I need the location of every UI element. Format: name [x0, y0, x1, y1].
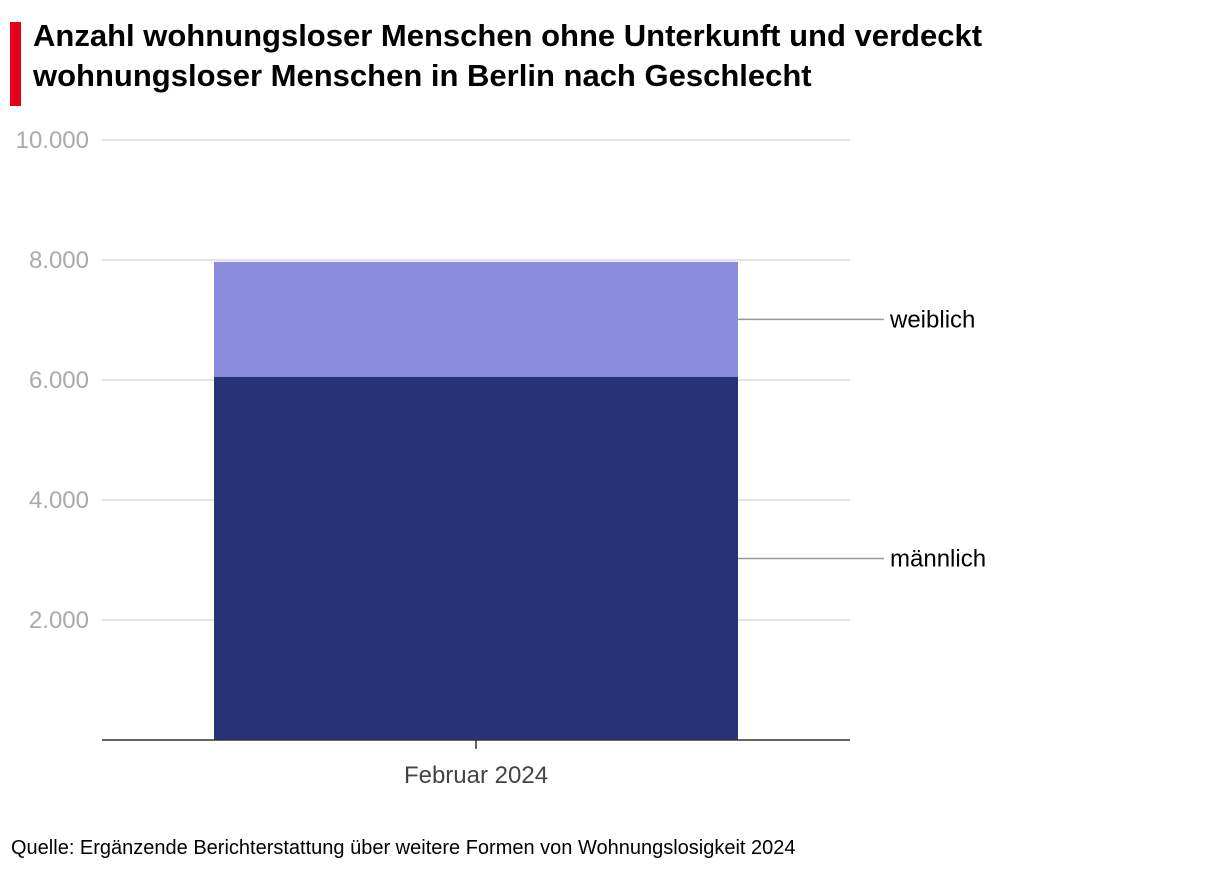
source-note: Quelle: Ergänzende Berichterstattung übe… [11, 837, 796, 859]
bar-segment-mannlich [214, 377, 738, 740]
y-tick-label: 8.000 [29, 247, 89, 274]
bar-segment-weiblich [214, 261, 738, 377]
x-tick-label: Februar 2024 [404, 762, 548, 789]
series-label-mannlich: männlich [890, 546, 986, 573]
y-tick-label: 10.000 [16, 127, 89, 154]
y-tick-label: 4.000 [29, 487, 89, 514]
y-tick-label: 2.000 [29, 607, 89, 634]
series-label-weiblich: weiblich [889, 306, 975, 333]
chart-title: Anzahl wohnungsloser Menschen ohne Unter… [33, 18, 983, 93]
title-accent-bar [10, 22, 21, 106]
y-tick-label: 6.000 [29, 367, 89, 394]
